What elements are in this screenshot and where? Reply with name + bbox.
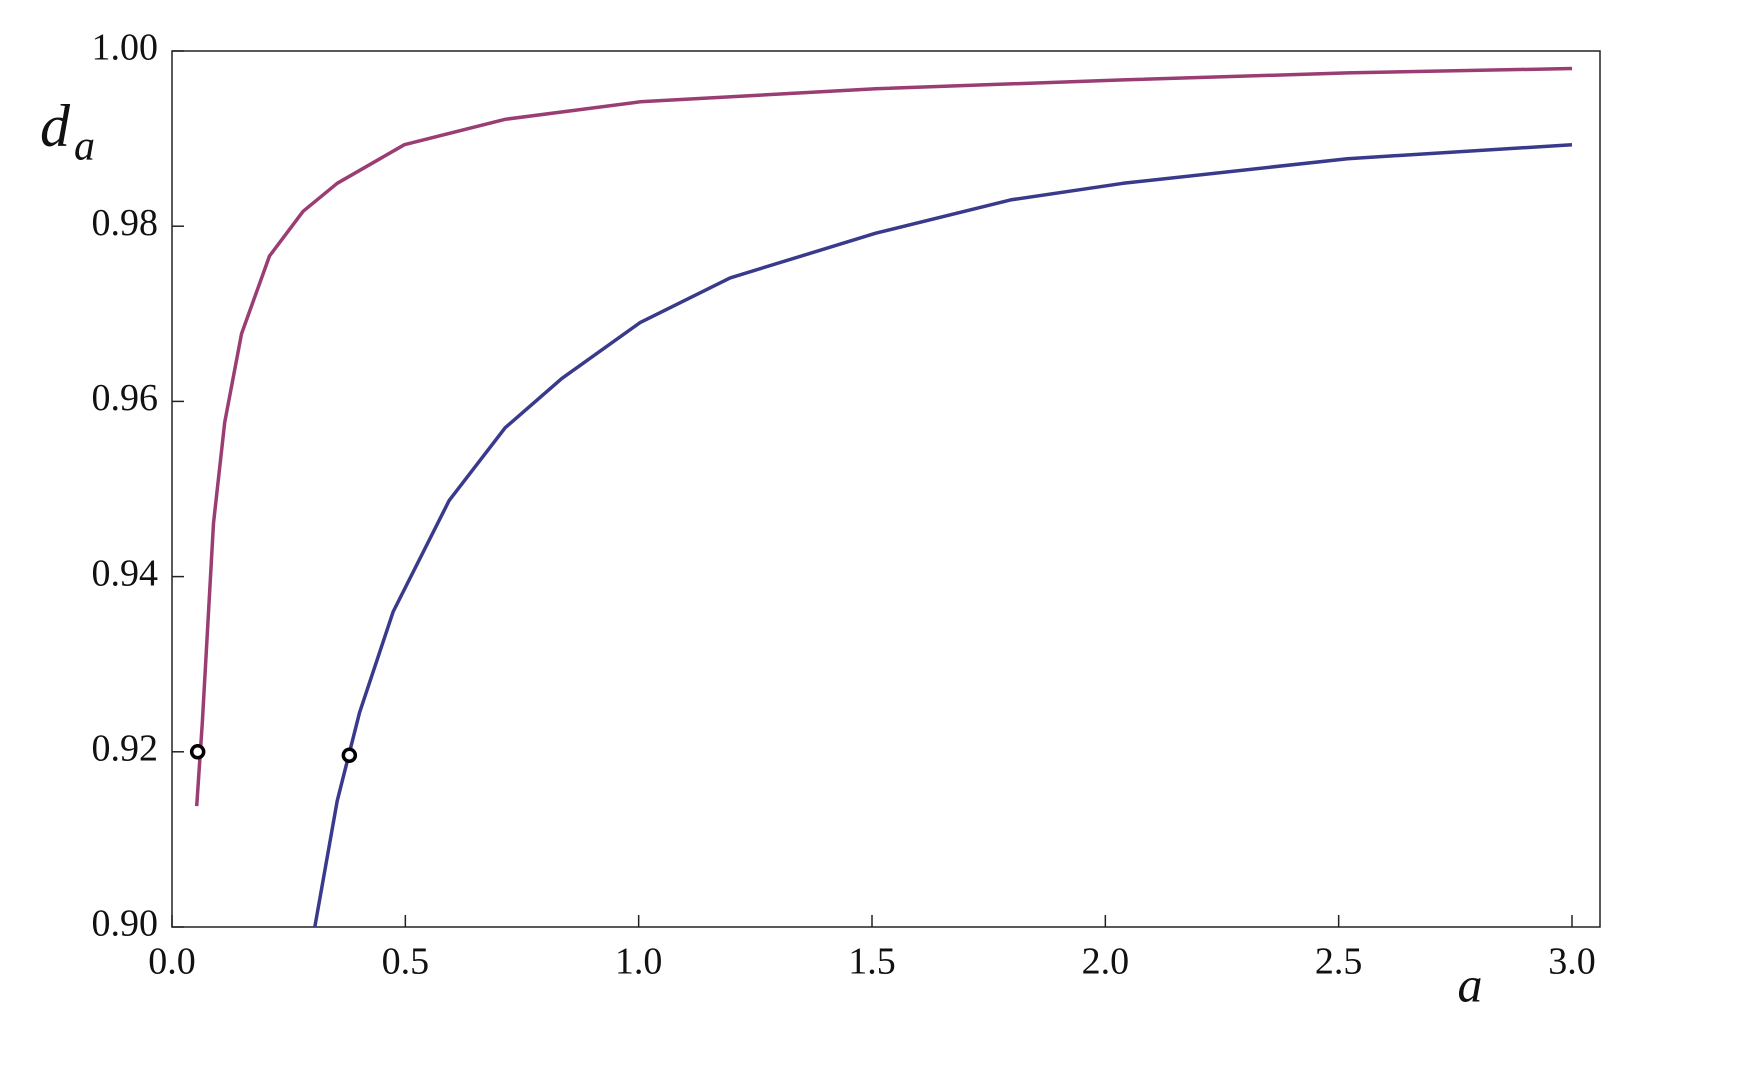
y-tick-label: 0.96 [92, 377, 159, 419]
plot-frame [171, 50, 1601, 928]
y-tick-label: 0.90 [92, 903, 159, 945]
x-tick-label: 3.0 [1548, 941, 1596, 983]
y-axis-label: d [40, 93, 71, 159]
marker [341, 747, 358, 764]
x-tick-label: 1.5 [848, 941, 896, 983]
y-tick-label: 0.98 [92, 202, 159, 244]
marker [189, 744, 206, 760]
y-tick-label: 0.94 [92, 552, 159, 594]
x-tick-label: 2.0 [1082, 941, 1130, 983]
curve [313, 142, 1573, 928]
y-tick-label: 1.00 [92, 27, 159, 69]
y-axis-label-subscript: a [74, 124, 95, 170]
y-tick-label: 0.92 [92, 728, 159, 770]
curve [194, 66, 1573, 807]
x-tick-label: 1.0 [615, 941, 663, 983]
x-tick-label: 0.5 [382, 941, 430, 983]
x-tick-label: 0.0 [148, 941, 196, 983]
x-tick-label: 2.5 [1315, 941, 1363, 983]
x-axis-label: a [1458, 956, 1483, 1012]
